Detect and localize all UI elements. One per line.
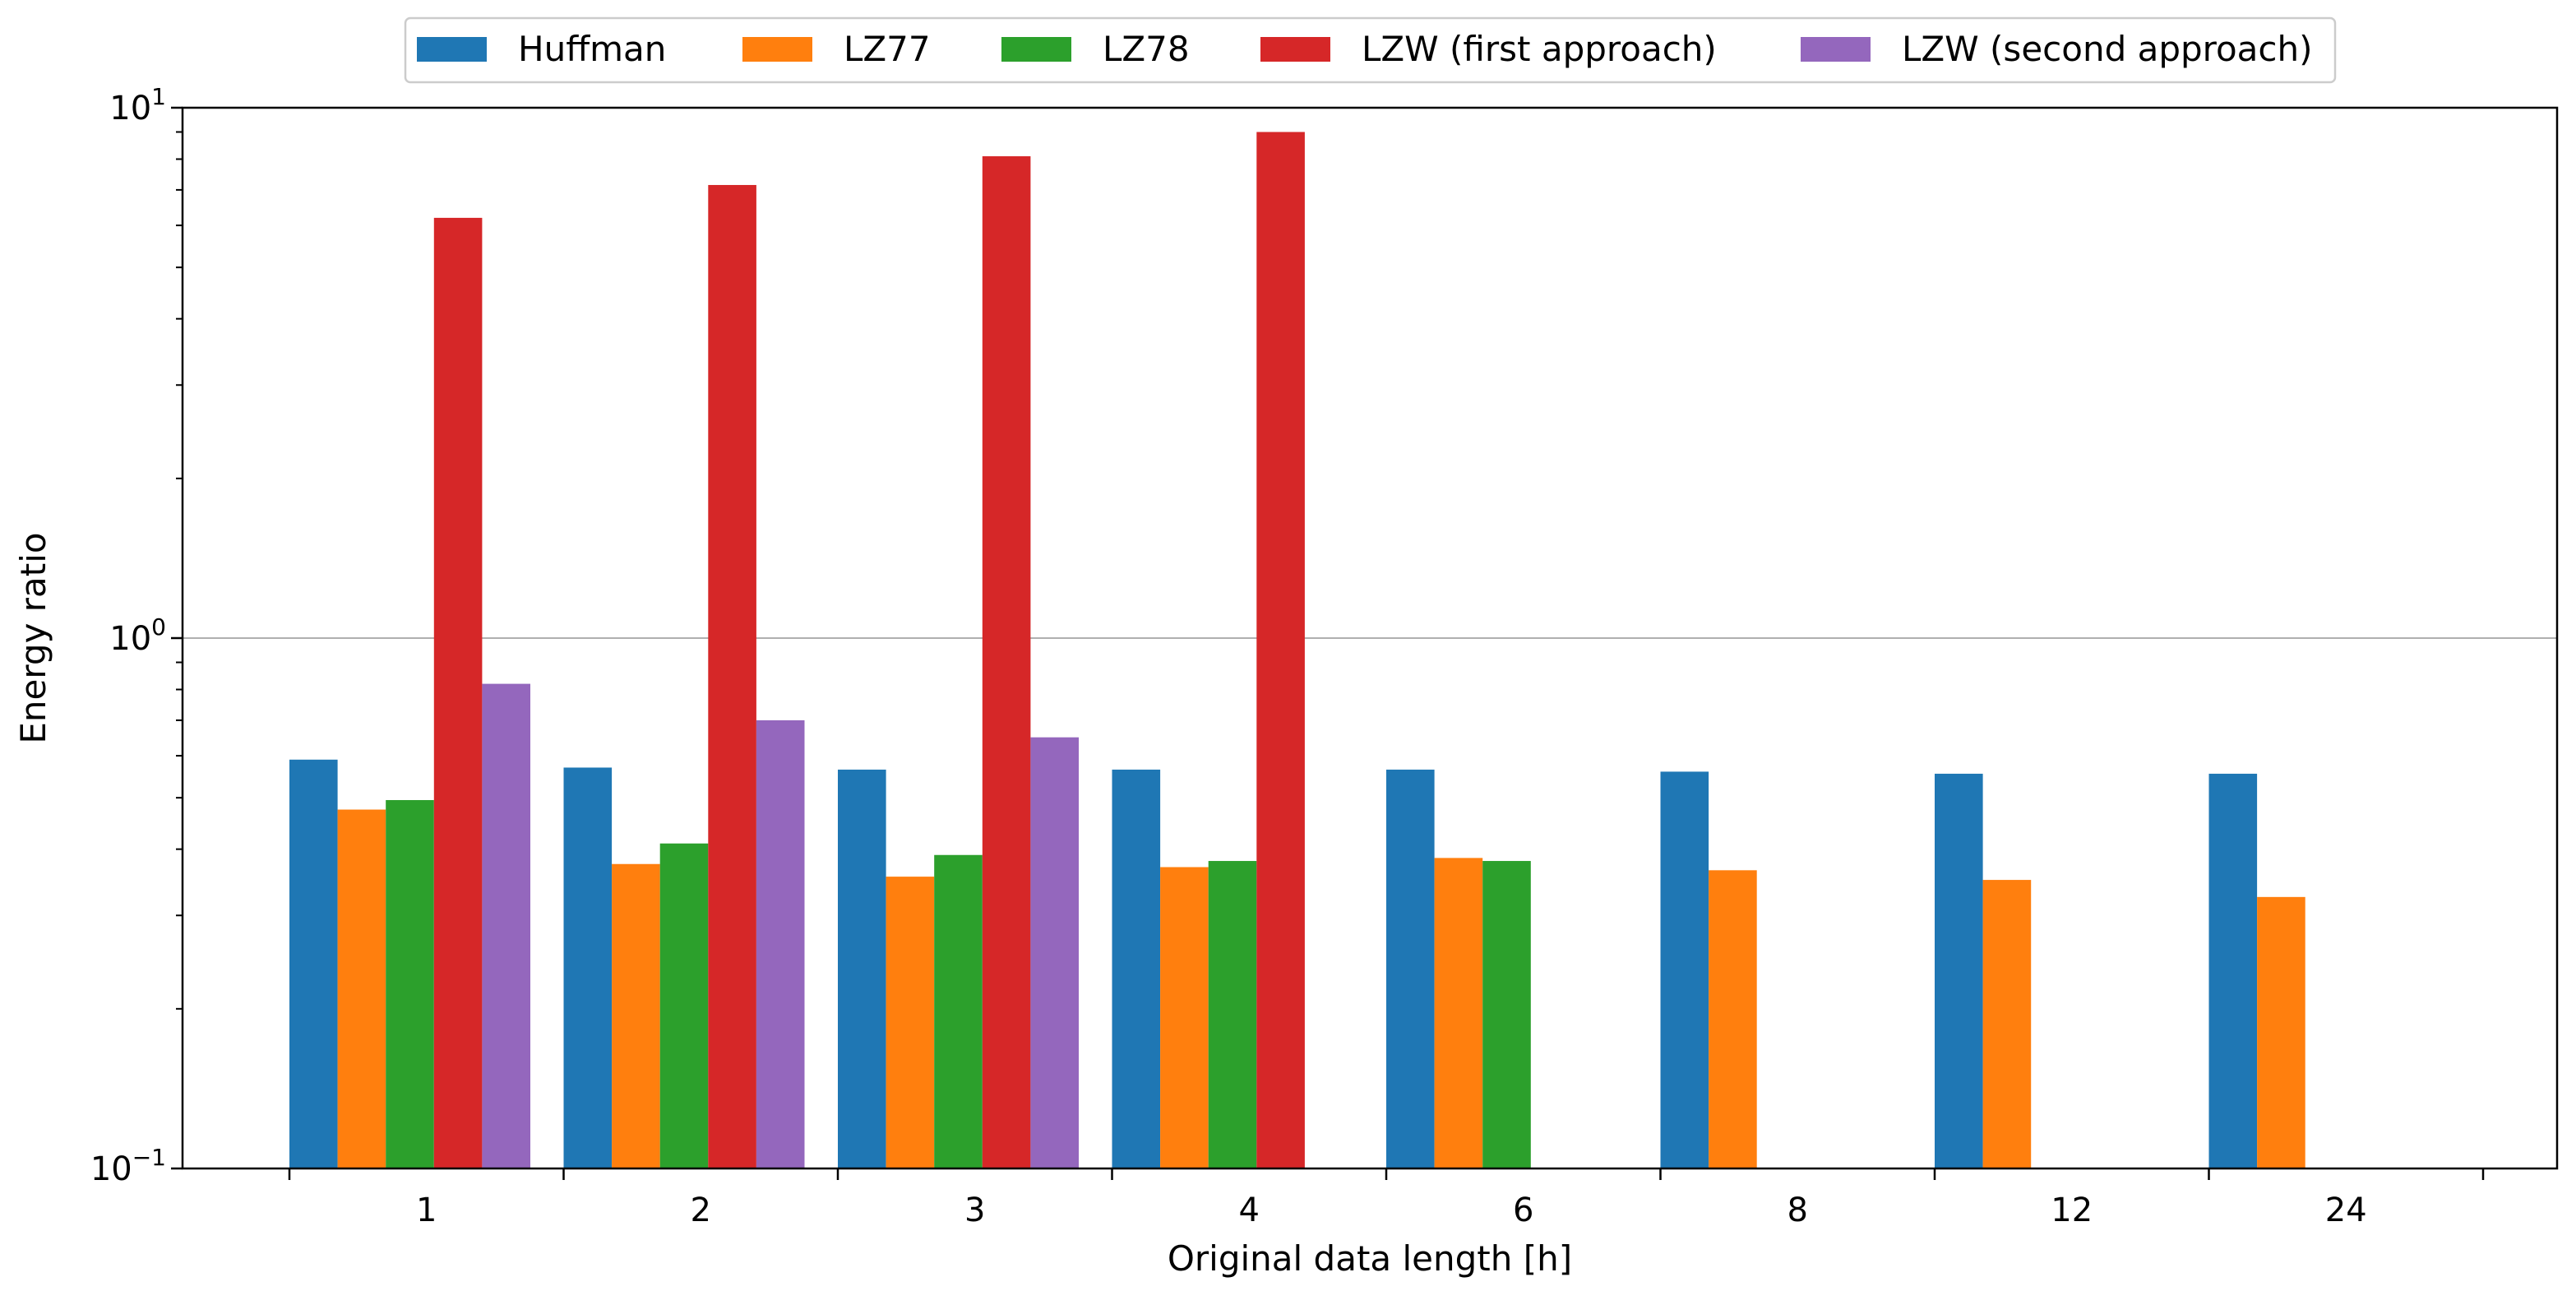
y-axis-title: Energy ratio [13, 532, 53, 743]
legend-label: LZW (second approach) [1902, 29, 2313, 69]
bar-lz78-4 [1208, 861, 1257, 1168]
bar-lz78-2 [659, 843, 709, 1168]
x-tick-label: 12 [2051, 1192, 2093, 1229]
bar-lz78-3 [934, 854, 983, 1168]
bar-lz77-8 [1709, 870, 1757, 1168]
legend-label: LZ78 [1103, 29, 1190, 69]
bar-lz78-6 [1482, 861, 1531, 1168]
bar-huffman-24 [2208, 773, 2258, 1168]
x-tick-label: 1 [416, 1192, 437, 1229]
legend-label: LZ77 [844, 29, 931, 69]
bar-lzw-first-approach-1 [433, 217, 483, 1168]
x-tick-label: 3 [964, 1192, 985, 1229]
bar-huffman-12 [1935, 773, 1983, 1168]
bar-lz77-6 [1434, 858, 1483, 1168]
x-axis-title: Original data length [h] [1168, 1238, 1572, 1279]
bar-lzw-first-approach-4 [1256, 132, 1305, 1169]
x-tick-label: 4 [1239, 1192, 1260, 1229]
bar-huffman-4 [1112, 769, 1161, 1168]
legend-label: LZW (first approach) [1362, 29, 1717, 69]
legend: Huffman LZ77 LZ78 LZW (first approach) LZW (… [404, 16, 2337, 84]
bar-huffman-8 [1660, 771, 1709, 1168]
bar-lz77-24 [2257, 896, 2305, 1168]
legend-swatch [417, 37, 487, 62]
legend-swatch [1801, 37, 1871, 62]
y-tick-label: 100 [109, 613, 166, 658]
bar-lzw-second-approach-1 [482, 683, 530, 1168]
bar-lz78-1 [386, 799, 434, 1168]
y-tick-label: 10−1 [90, 1144, 166, 1188]
legend-swatch [1260, 37, 1330, 62]
y-tick-label: 101 [109, 83, 166, 127]
legend-label: Huffman [518, 29, 666, 69]
bar-huffman-6 [1386, 769, 1435, 1168]
bar-lz77-2 [612, 863, 660, 1168]
bar-huffman-3 [838, 769, 886, 1168]
bar-huffman-1 [289, 759, 338, 1168]
legend-box [404, 16, 2337, 84]
bar-lz77-12 [1982, 880, 2032, 1168]
bar-lz77-3 [886, 877, 935, 1168]
legend-swatch [1001, 37, 1071, 62]
y-axis: 10−1 100 101 [90, 83, 183, 1188]
x-tick-label: 24 [2325, 1192, 2367, 1229]
bar-lzw-first-approach-2 [708, 184, 756, 1168]
x-tick-label: 2 [691, 1192, 711, 1229]
bar-lz77-4 [1160, 867, 1209, 1168]
bar-lzw-first-approach-3 [982, 156, 1031, 1169]
x-tick-label: 8 [1787, 1192, 1808, 1229]
x-tick-label: 6 [1513, 1192, 1533, 1229]
x-axis: 1 2 3 4 6 8 12 24 [288, 1168, 2485, 1229]
bar-lzw-second-approach-2 [756, 720, 805, 1168]
bars [289, 132, 2305, 1169]
bar-lz77-1 [337, 809, 386, 1168]
bar-lzw-second-approach-3 [1030, 737, 1079, 1168]
bar-huffman-2 [563, 767, 613, 1168]
legend-swatch [742, 37, 812, 62]
